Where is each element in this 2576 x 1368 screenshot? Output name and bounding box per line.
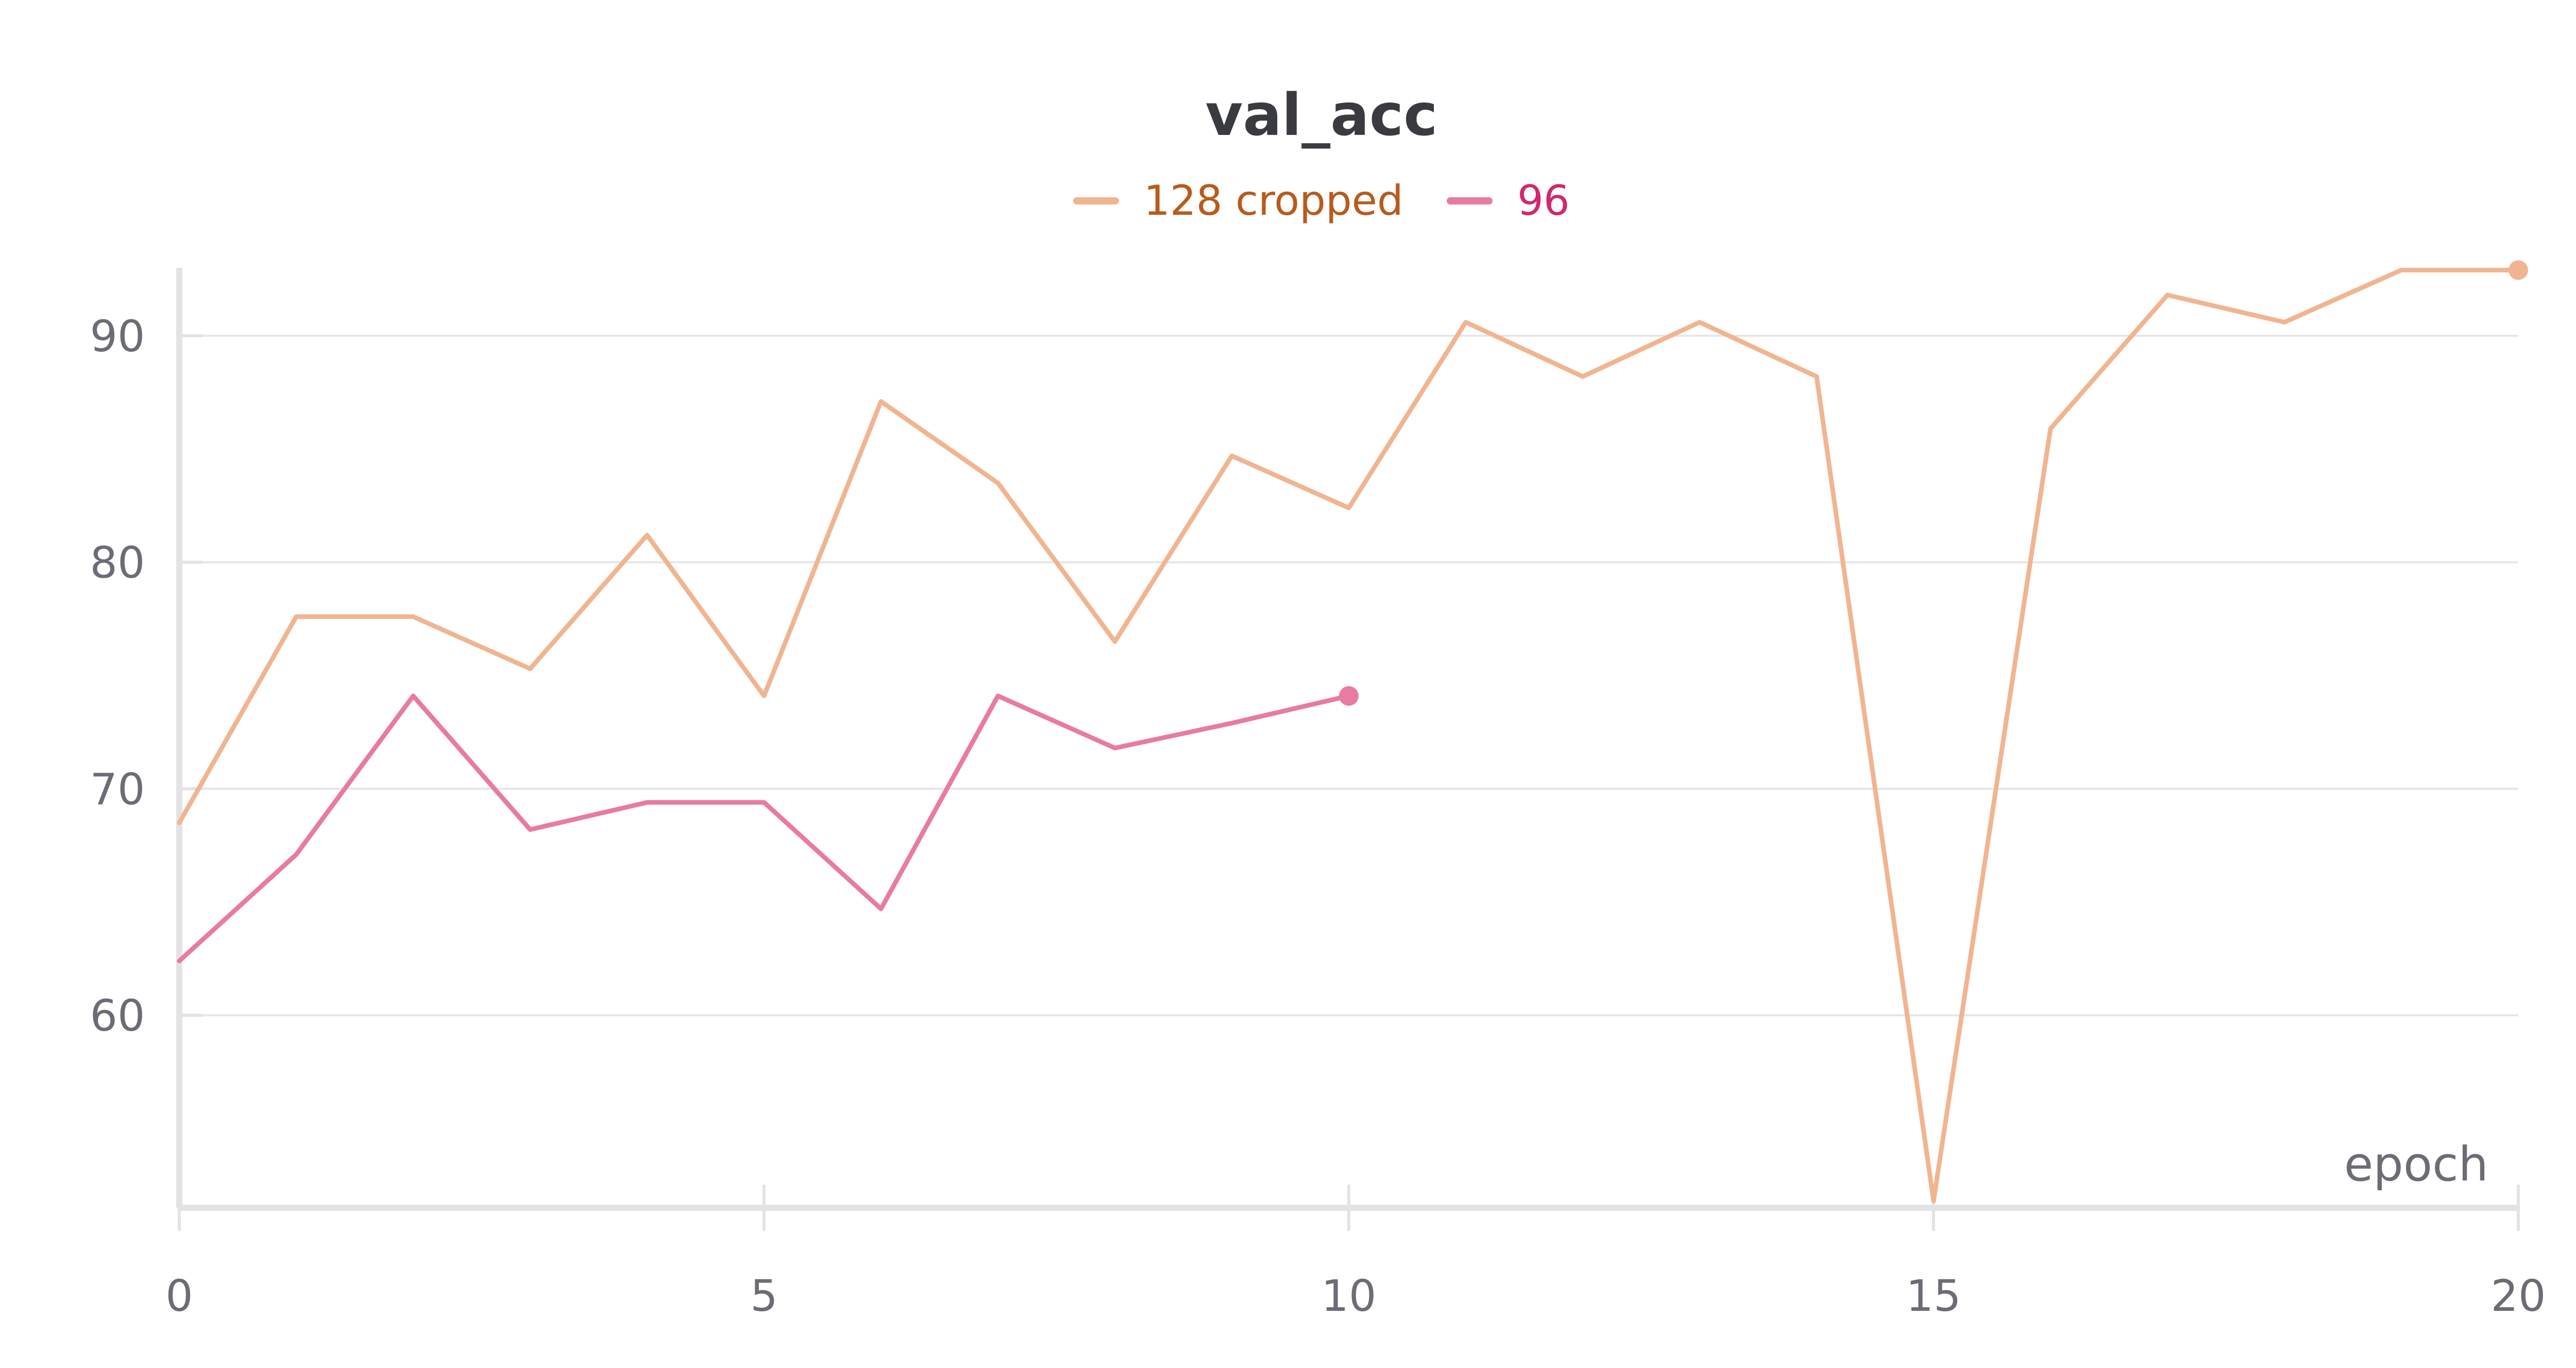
axes xyxy=(176,268,2518,1211)
x-tick-label: 10 xyxy=(1321,1271,1377,1321)
series-layer xyxy=(177,260,2528,1204)
legend: 128 cropped 96 xyxy=(1073,177,1570,225)
x-tick-label: 0 xyxy=(165,1271,193,1321)
x-tick-label: 20 xyxy=(2491,1271,2546,1321)
legend-label: 96 xyxy=(1517,177,1570,225)
x-tick-label: 15 xyxy=(1906,1271,1961,1321)
series-end-marker xyxy=(1339,686,1359,706)
legend-item: 128 cropped xyxy=(1073,177,1403,225)
y-tick-label: 60 xyxy=(90,990,145,1041)
x-tick-label: 5 xyxy=(750,1271,777,1321)
series-end-marker xyxy=(2509,260,2528,280)
chart-title: val_acc xyxy=(1205,82,1437,149)
y-tick-label: 90 xyxy=(90,311,145,362)
x-axis-title: epoch xyxy=(2344,1137,2488,1192)
series-line-0 xyxy=(177,267,2521,1204)
legend-item: 96 xyxy=(1447,177,1570,225)
y-tick-label: 70 xyxy=(90,764,145,814)
y-tick-label: 80 xyxy=(90,538,145,588)
y-axis-ticks: 60 70 80 90 xyxy=(90,311,202,1041)
legend-label: 128 cropped xyxy=(1144,177,1403,225)
grid-lines xyxy=(179,334,2518,1017)
series-line-1 xyxy=(177,693,1351,964)
x-axis-ticks: 0 5 10 15 20 xyxy=(165,1185,2546,1321)
